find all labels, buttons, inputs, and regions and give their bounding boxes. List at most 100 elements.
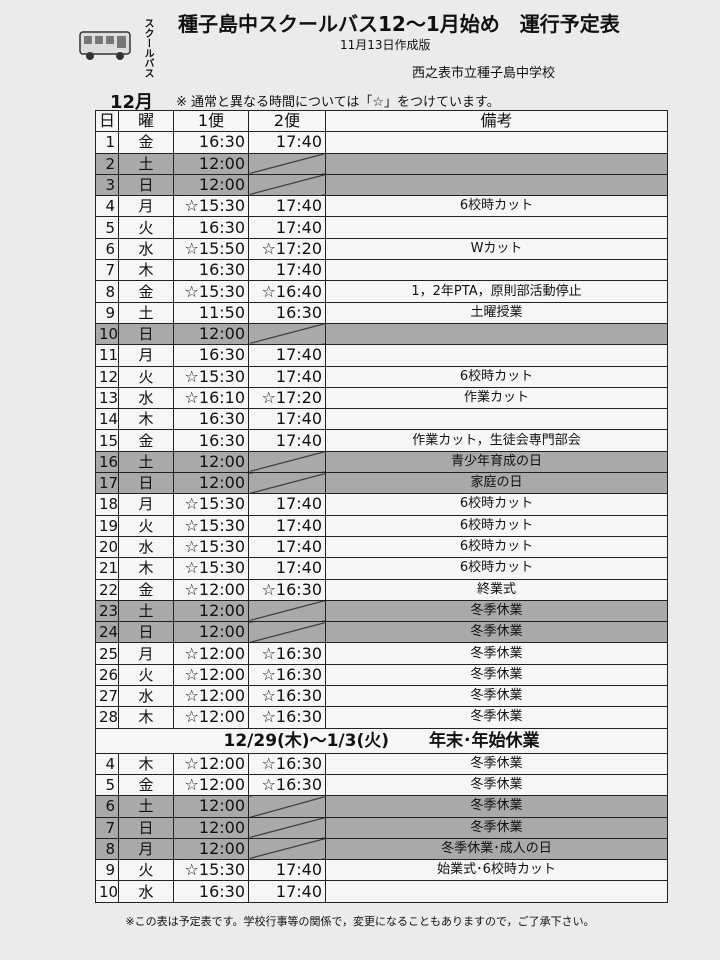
trip-1: 16:30 [173, 880, 249, 903]
day: 7 [95, 816, 119, 839]
note: Wカット [325, 237, 668, 261]
weekday: 日 [118, 173, 174, 197]
trip-2: 17:40 [248, 557, 326, 580]
weekday: 金 [118, 280, 174, 303]
weekday: 火 [118, 663, 174, 687]
day: 14 [95, 408, 119, 431]
weekday: 金 [118, 773, 174, 797]
day: 15 [95, 429, 119, 452]
trip-2: 17:40 [248, 195, 326, 218]
schedule-row: 6 土 12:00 冬季休業 [95, 795, 668, 818]
trip-1: 12:00 [173, 837, 249, 861]
trip-1: 16:30 [173, 259, 249, 282]
trip-2: ☆16:30 [248, 578, 326, 601]
month: 12月 [110, 92, 154, 113]
weekday: 日 [118, 816, 174, 839]
schedule-row: 4 月 ☆15:30 17:40 6校時カット [95, 195, 668, 218]
weekday: 水 [118, 880, 174, 903]
note: 終業式 [325, 578, 668, 601]
trip-1: ☆15:30 [173, 493, 249, 516]
trip-1: 12:00 [173, 621, 249, 644]
weekday: 木 [118, 706, 174, 729]
schedule-row: 3 日 12:00 [95, 173, 668, 197]
day: 9 [95, 859, 119, 882]
schedule-row: 12 火 ☆15:30 17:40 6校時カット [95, 365, 668, 388]
schedule-row: 2 土 12:00 [95, 152, 668, 175]
schedule-row: 7 木 16:30 17:40 [95, 259, 668, 282]
day: 26 [95, 663, 119, 687]
column-header: 日 [95, 109, 119, 133]
trip-2: 17:40 [248, 514, 326, 537]
schedule-row: 6 水 ☆15:50 ☆17:20 Wカット [95, 237, 668, 261]
day: 6 [95, 237, 119, 261]
note: 冬季休業 [325, 795, 668, 818]
trip-1: 16:30 [173, 408, 249, 431]
weekday: 金 [118, 131, 174, 154]
note: 冬季休業 [325, 752, 668, 775]
trip-2: 17:40 [248, 344, 326, 367]
schedule-row: 7 日 12:00 冬季休業 [95, 816, 668, 839]
schedule-row: 27 水 ☆12:00 ☆16:30 冬季休業 [95, 685, 668, 708]
trip-1: ☆12:00 [173, 642, 249, 665]
note: 冬季休業 [325, 663, 668, 687]
break-label: 年末･年始休業 [428, 730, 540, 751]
trip-1: ☆12:00 [173, 752, 249, 775]
weekday: 月 [118, 344, 174, 367]
schedule-table: 日曜 1便 2便 備考 1 金 16:30 17:40 2 土 12:00 3 日 12:00 4 月 ☆15:… [95, 109, 668, 903]
weekday: 水 [118, 237, 174, 261]
schedule-row: 1 金 16:30 17:40 [95, 131, 668, 154]
trip-2 [248, 599, 326, 623]
weekday: 火 [118, 216, 174, 239]
trip-1: ☆15:30 [173, 365, 249, 388]
weekday: 土 [118, 599, 174, 623]
schedule-row: 26 火 ☆12:00 ☆16:30 冬季休業 [95, 663, 668, 687]
column-header: 2便 [248, 109, 326, 133]
day: 8 [95, 837, 119, 861]
trip-1: 16:30 [173, 131, 249, 154]
trip-2 [248, 450, 326, 474]
trip-2 [248, 322, 326, 346]
day: 5 [95, 773, 119, 797]
school: 西之表市立種子島中学校 [412, 66, 556, 81]
note: 家庭の日 [325, 472, 668, 495]
day: 13 [95, 386, 119, 410]
weekday: 水 [118, 386, 174, 410]
weekday: 水 [118, 535, 174, 559]
day: 28 [95, 706, 119, 729]
weekday: 水 [118, 685, 174, 708]
day: 4 [95, 752, 119, 775]
schedule-row: 22 金 ☆12:00 ☆16:30 終業式 [95, 578, 668, 601]
schedule-row: 25 月 ☆12:00 ☆16:30 冬季休業 [95, 642, 668, 665]
trip-1: 11:50 [173, 301, 249, 324]
trip-1: 12:00 [173, 173, 249, 197]
note: 6校時カット [325, 195, 668, 218]
trip-2: 17:40 [248, 131, 326, 154]
note: 6校時カット [325, 557, 668, 580]
day: 22 [95, 578, 119, 601]
trip-1: 12:00 [173, 795, 249, 818]
weekday: 月 [118, 493, 174, 516]
day: 16 [95, 450, 119, 474]
weekday: 木 [118, 408, 174, 431]
schedule-row: 23 土 12:00 冬季休業 [95, 599, 668, 623]
weekday: 金 [118, 578, 174, 601]
trip-1: 12:00 [173, 450, 249, 474]
day: 10 [95, 880, 119, 903]
column-header: 備考 [325, 109, 668, 133]
weekday: 月 [118, 642, 174, 665]
trip-2: ☆17:20 [248, 386, 326, 410]
schedule-row: 10 水 16:30 17:40 [95, 880, 668, 903]
trip-1: ☆15:30 [173, 859, 249, 882]
trip-1: ☆12:00 [173, 706, 249, 729]
trip-2: 17:40 [248, 880, 326, 903]
trip-2: ☆16:30 [248, 685, 326, 708]
trip-1: 12:00 [173, 816, 249, 839]
note: 冬季休業 [325, 816, 668, 839]
weekday: 月 [118, 837, 174, 861]
schedule-row: 5 金 ☆12:00 ☆16:30 冬季休業 [95, 773, 668, 797]
break-dates: 12/29(木)～1/3(火) [223, 730, 389, 751]
schedule-row: 17 日 12:00 家庭の日 [95, 472, 668, 495]
trip-2: 16:30 [248, 301, 326, 324]
trip-2: ☆16:30 [248, 663, 326, 687]
